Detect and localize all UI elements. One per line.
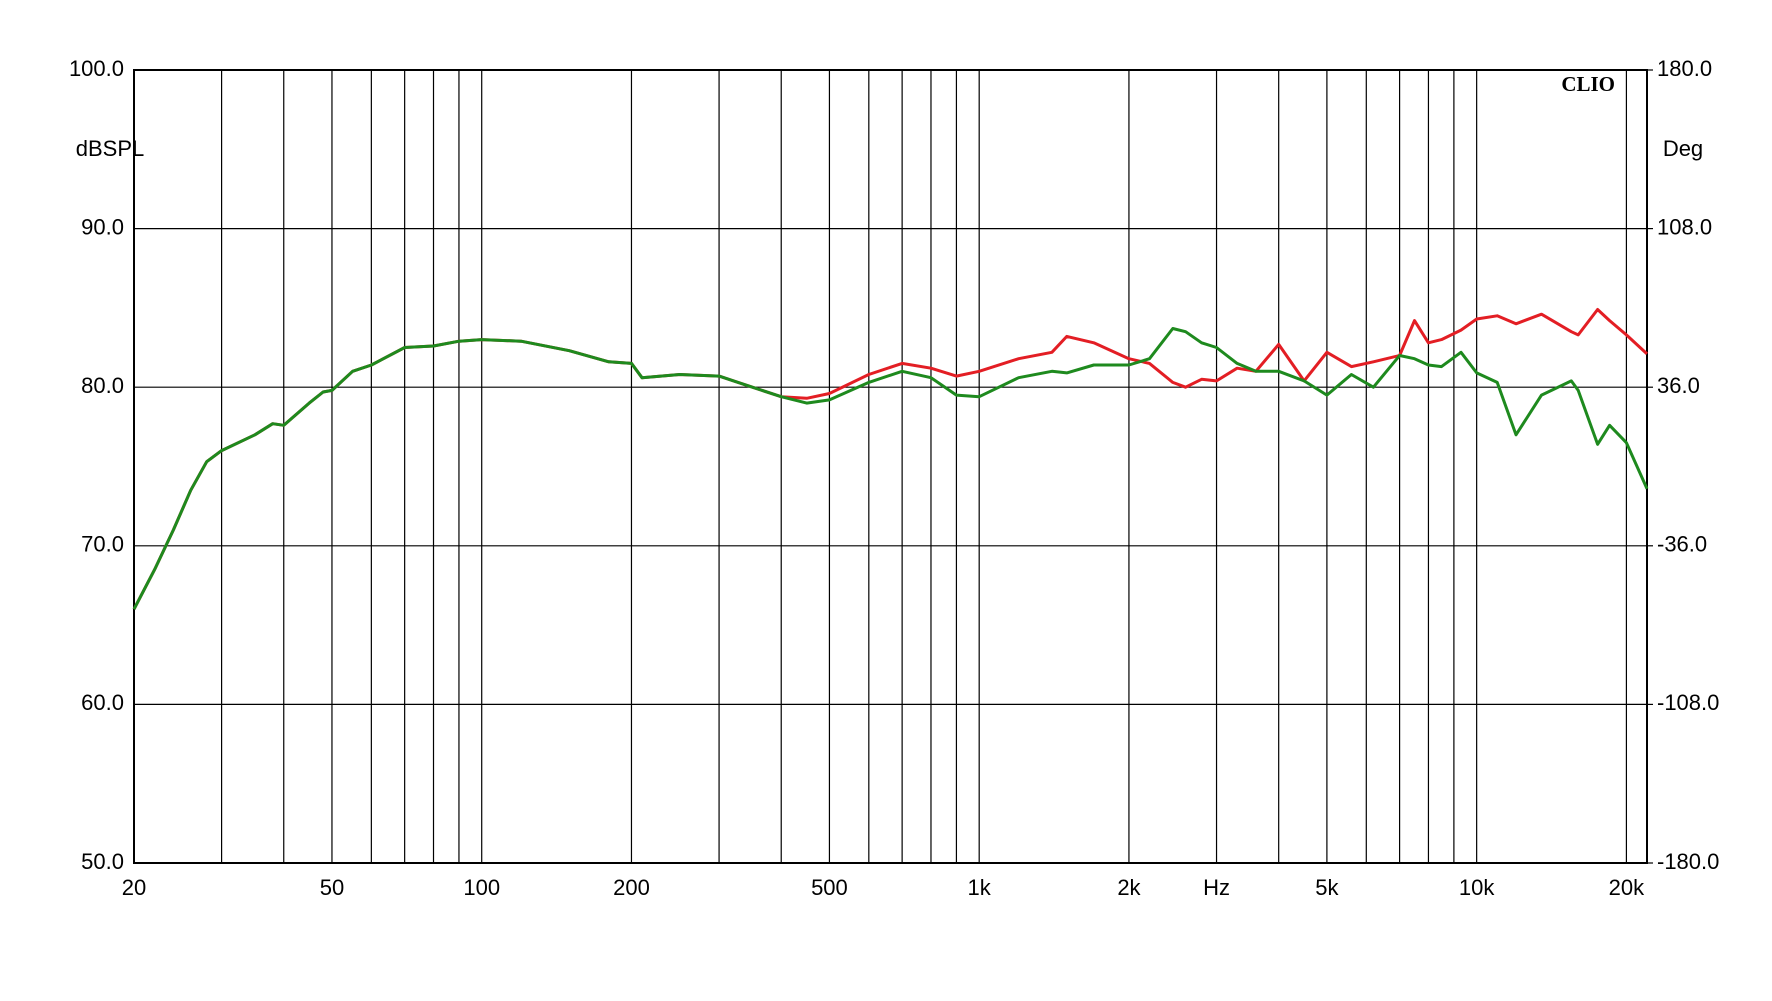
series-line	[132, 327, 1649, 610]
y-tick-label: 80.0	[81, 373, 124, 398]
y2-tick-label: -180.0	[1657, 849, 1719, 874]
y2-tick-label: 108.0	[1657, 214, 1712, 239]
series-line	[132, 308, 1649, 610]
y-tick-label: 50.0	[81, 849, 124, 874]
x-tick-label: 20k	[1609, 875, 1645, 900]
x-tick-label: 1k	[968, 875, 992, 900]
y2-tick-label: 36.0	[1657, 373, 1700, 398]
plot-border	[133, 69, 1648, 864]
x-tick-label: Hz	[1203, 875, 1230, 900]
x-tick-label: 10k	[1459, 875, 1495, 900]
y2-axis-label: Deg	[1663, 136, 1703, 161]
y-axis-label: dBSPL	[76, 136, 145, 161]
y-tick-label: 70.0	[81, 532, 124, 557]
x-tick-label: 500	[811, 875, 848, 900]
y-tick-label: 60.0	[81, 690, 124, 715]
x-tick-label: 50	[320, 875, 344, 900]
x-tick-label: 20	[122, 875, 146, 900]
x-tick-label: 5k	[1315, 875, 1339, 900]
x-tick-label: 200	[613, 875, 650, 900]
y-tick-label: 90.0	[81, 214, 124, 239]
watermark: CLIO	[1561, 72, 1615, 96]
y2-tick-label: 180.0	[1657, 56, 1712, 81]
x-tick-label: 2k	[1117, 875, 1141, 900]
y2-tick-label: -36.0	[1657, 532, 1707, 557]
y2-tick-label: -108.0	[1657, 690, 1719, 715]
y-tick-label: 100.0	[69, 56, 124, 81]
x-tick-label: 100	[463, 875, 500, 900]
